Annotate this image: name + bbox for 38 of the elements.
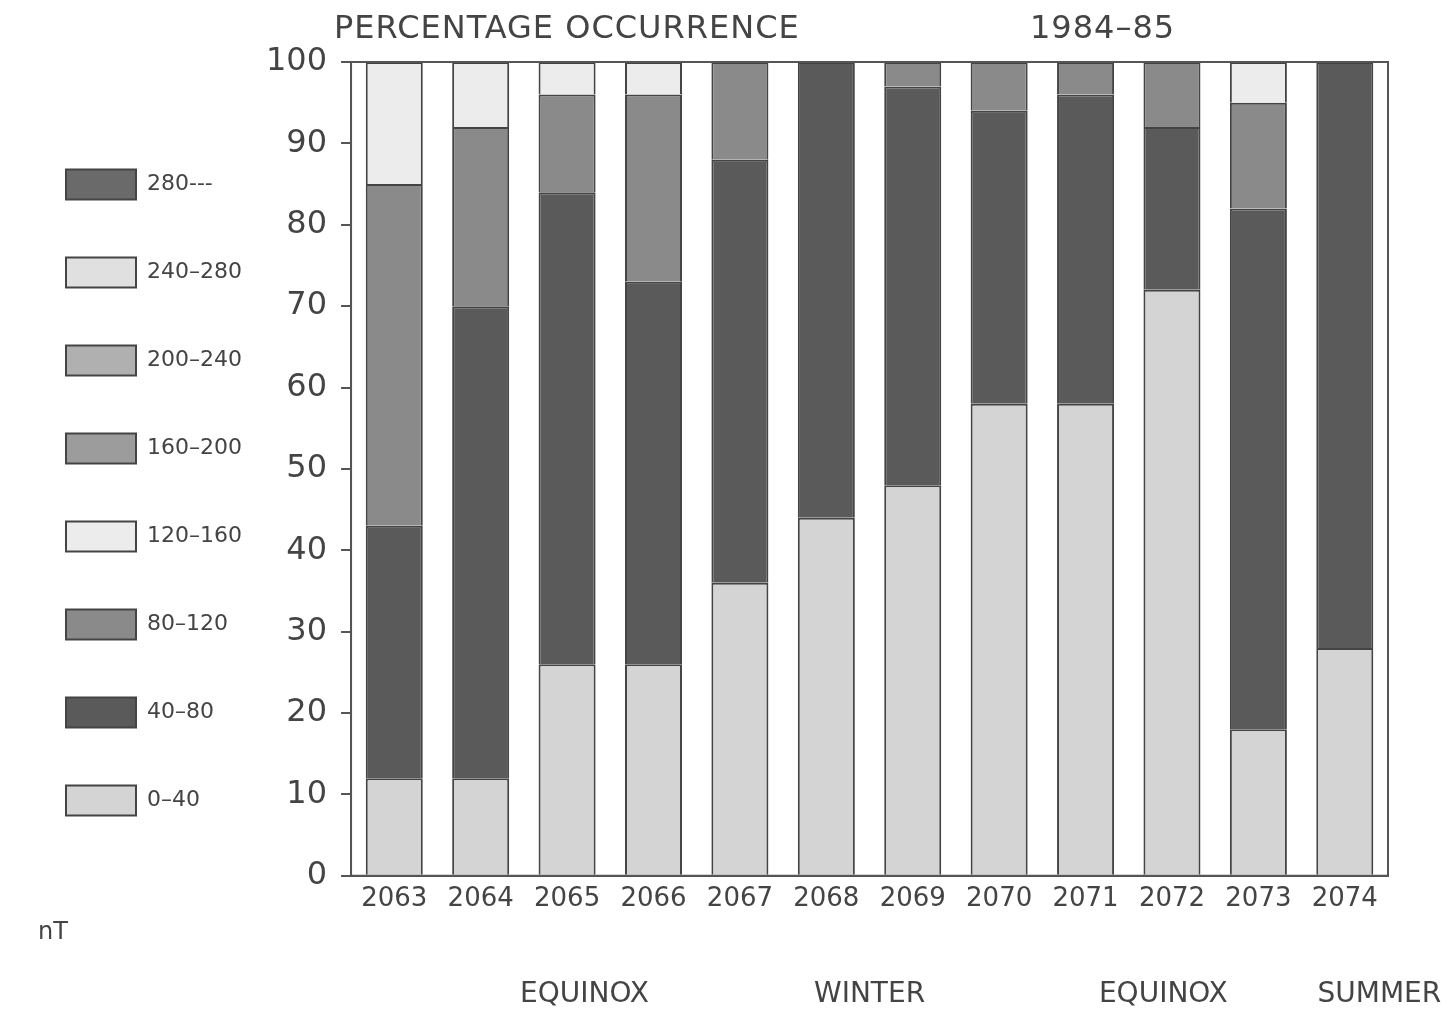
y-tick-label: 100 xyxy=(265,40,328,79)
x-tick-label: 2072 xyxy=(1138,882,1206,913)
x-tick-label: 2063 xyxy=(361,882,428,913)
legend-label: 120–160 xyxy=(147,522,242,548)
y-tick-label: 50 xyxy=(286,447,328,486)
legend-label: 40–80 xyxy=(147,698,214,724)
y-tick-label: 90 xyxy=(286,121,328,160)
chart-subtitle: 1984–85 xyxy=(1030,8,1176,46)
x-tick-label: 2066 xyxy=(620,882,687,913)
legend-label: 80–120 xyxy=(147,610,228,636)
legend-title: nT xyxy=(38,917,69,946)
text: EQUINOX xyxy=(519,976,649,1010)
x-tick-label: 2073 xyxy=(1225,882,1292,913)
y-tick-label: 60 xyxy=(286,365,328,404)
chart-title: PERCENTAGE OCCURRENCE xyxy=(334,8,800,46)
legend-label: 200–240 xyxy=(147,346,242,372)
text: SUMMER xyxy=(1317,976,1442,1010)
y-tick-label: 0 xyxy=(306,854,328,893)
text: WINTER xyxy=(813,976,926,1010)
legend-label: 160–200 xyxy=(147,434,242,460)
x-tick-label: 2064 xyxy=(447,882,514,913)
x-tick-label: 2070 xyxy=(966,882,1033,913)
x-tick-label: 2067 xyxy=(706,882,773,913)
x-tick-label: 2068 xyxy=(793,882,860,913)
y-tick-label: 30 xyxy=(286,609,328,648)
y-tick-label: 80 xyxy=(286,203,328,242)
text: EQUINOX xyxy=(1098,976,1228,1010)
y-tick-label: 70 xyxy=(286,284,328,323)
y-tick-label: 10 xyxy=(286,772,328,811)
legend-label: 0–40 xyxy=(147,786,200,812)
y-tick-label: 40 xyxy=(286,528,328,567)
x-tick-label: 2069 xyxy=(879,882,946,913)
y-tick-label: 20 xyxy=(286,691,328,730)
x-tick-label: 2074 xyxy=(1311,882,1378,913)
x-tick-label: 2071 xyxy=(1052,882,1119,913)
legend-label: 240–280 xyxy=(147,258,242,284)
x-tick-label: 2065 xyxy=(534,882,601,913)
legend-label: 280--- xyxy=(147,170,213,196)
